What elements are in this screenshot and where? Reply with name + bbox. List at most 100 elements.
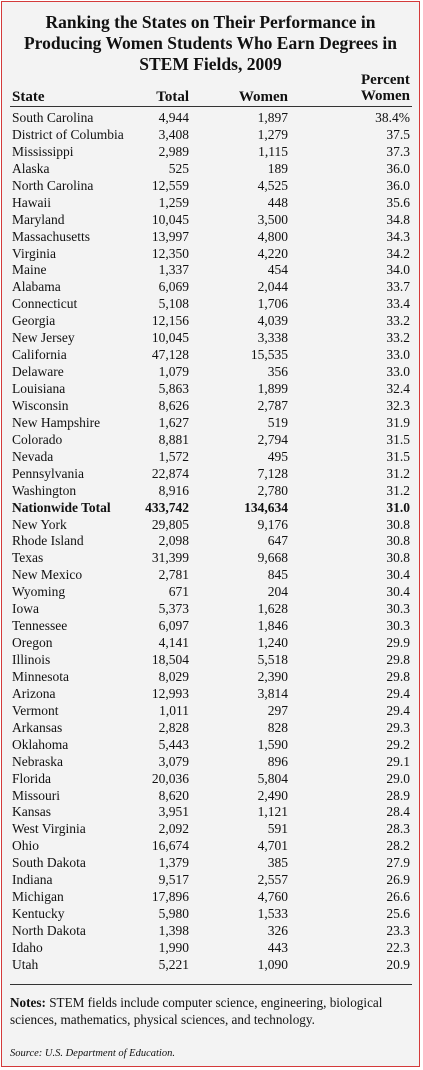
women-cell: 454 [267,262,288,278]
women-cell: 4,800 [257,228,288,244]
state-cell: Florida [12,770,51,786]
women-cell: 1,899 [257,381,288,396]
table-row: Delaware 1,079 356 33.0 [10,363,412,380]
table-row: Vermont 1,011 297 29.4 [10,702,412,719]
state-cell: Delaware [12,364,64,380]
women-cell: 5,804 [257,770,288,786]
table-row: Iowa 5,373 1,628 30.3 [10,600,412,617]
women-cell: 1,090 [257,956,288,972]
state-cell: Maryland [12,211,65,227]
state-cell: Michigan [12,889,64,905]
state-cell: Oklahoma [12,736,69,752]
table-row: Mississippi 2,989 1,115 37.3 [10,143,412,160]
women-cell: 845 [267,567,288,583]
table-row: Oklahoma 5,443 1,590 29.2 [10,736,412,753]
total-cell: 2,989 [158,143,189,159]
percent-cell: 30.8 [386,533,410,549]
total-cell: 525 [168,160,189,176]
total-cell: 1,990 [158,939,189,955]
state-cell: Nebraska [12,753,63,769]
table-row: New York 29,805 9,176 30.8 [10,516,412,533]
women-cell: 3,500 [257,211,288,227]
table-row: Alabama 6,069 2,044 33.7 [10,278,412,295]
source-note: Source: U.S. Department of Education. [10,1048,175,1059]
total-cell: 16,674 [151,838,189,854]
women-cell: 4,525 [257,177,288,193]
total-cell: 6,097 [158,618,189,634]
table-row: West Virginia 2,092 591 28.3 [10,820,412,837]
women-cell: 356 [267,364,288,380]
percent-cell: 30.8 [386,516,410,532]
table-row: Texas 31,399 9,668 30.8 [10,549,412,566]
total-cell: 8,620 [158,787,189,803]
total-cell: 5,373 [158,601,189,617]
total-cell: 29,805 [151,516,189,532]
women-cell: 647 [267,533,288,549]
state-cell: Connecticut [12,296,78,312]
percent-cell: 35.6 [386,194,410,210]
state-cell: Tennessee [12,618,68,634]
state-cell: North Dakota [12,923,86,938]
percent-cell: 26.6 [386,889,410,905]
table-row: Louisiana 5,863 1,899 32.4 [10,380,412,397]
percent-cell: 33.0 [386,347,410,363]
women-cell: 3,338 [257,330,288,346]
table-row: Colorado 8,881 2,794 31.5 [10,431,412,448]
women-cell: 828 [267,719,288,735]
table-row: Washington 8,916 2,780 31.2 [10,482,412,499]
total-cell: 5,221 [158,956,189,972]
total-cell: 5,443 [158,736,189,752]
total-cell: 2,781 [158,567,189,583]
percent-cell: 23.3 [386,923,410,938]
table-row: Hawaii 1,259 448 35.6 [10,194,412,211]
state-cell: Pennsylvania [12,465,84,481]
percent-cell: 26.9 [386,872,410,888]
state-cell: Arkansas [12,719,63,735]
percent-cell: 33.7 [386,279,410,295]
state-cell: Alaska [12,160,50,176]
state-cell: South Dakota [12,855,86,871]
percent-cell: 34.3 [386,228,410,244]
women-cell: 2,794 [257,431,288,447]
state-cell: Colorado [12,431,63,447]
total-cell: 22,874 [151,465,189,481]
table-row: Pennsylvania 22,874 7,128 31.2 [10,465,412,482]
header-state: State [12,89,45,105]
header-percent-line1: Percent [360,72,410,88]
table-row: Idaho 1,990 443 22.3 [10,939,412,956]
table-row: Maryland 10,045 3,500 34.8 [10,211,412,228]
women-cell: 9,668 [257,550,288,566]
header-women: Women [238,89,288,105]
total-cell: 31,399 [151,550,189,566]
percent-cell: 29.4 [386,685,410,701]
total-cell: 13,997 [151,228,189,244]
total-cell: 433,742 [145,499,189,515]
state-cell: Wyoming [12,584,66,600]
table-row: Ohio 16,674 4,701 28.2 [10,837,412,854]
women-cell: 1,897 [257,110,288,125]
women-cell: 2,390 [257,668,288,684]
table-row: Alaska 525 189 36.0 [10,160,412,177]
total-cell: 1,079 [158,364,189,380]
total-cell: 1,011 [159,702,189,718]
percent-cell: 34.8 [386,211,410,227]
percent-cell: 28.2 [386,838,410,854]
percent-cell: 28.4 [386,804,410,820]
header-percent-line2: Women [360,88,410,104]
percent-cell: 34.2 [386,245,410,261]
women-cell: 1,846 [257,618,288,634]
percent-cell: 30.3 [386,618,410,634]
state-cell: New Mexico [12,567,83,583]
state-cell: Kansas [12,804,51,820]
total-cell: 12,350 [151,245,189,261]
table-row: Kentucky 5,980 1,533 25.6 [10,905,412,922]
notes-text: STEM fields include computer science, en… [10,995,383,1027]
state-cell: Massachusetts [12,228,90,244]
total-cell: 3,408 [158,126,189,142]
table-row: Rhode Island 2,098 647 30.8 [10,532,412,549]
header-percent-women: Percent Women [361,72,410,104]
table-row: Georgia 12,156 4,039 33.2 [10,312,412,329]
total-cell: 2,828 [158,719,189,735]
women-cell: 1,115 [258,143,288,159]
women-cell: 204 [267,584,288,600]
